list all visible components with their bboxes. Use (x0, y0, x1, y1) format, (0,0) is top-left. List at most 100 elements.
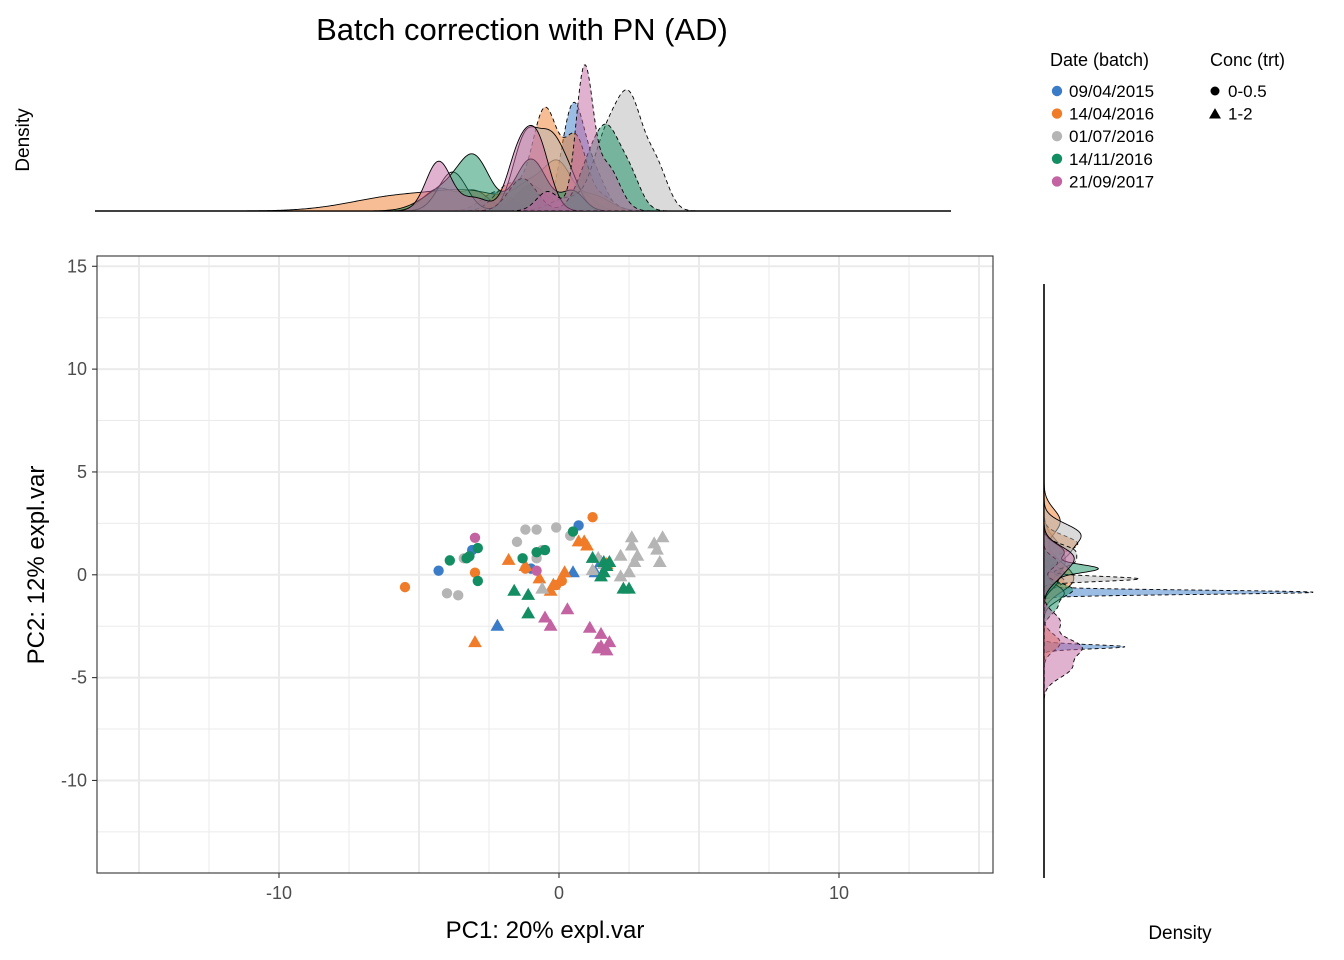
point-14-11-2016-triangle (521, 587, 536, 600)
point-21-09-2017-triangle (594, 626, 608, 639)
point-01-07-2016-circle (453, 590, 464, 601)
point-14-04-2016-circle (556, 575, 567, 587)
legend-label-14-11-2016: 14/11/2016 (1069, 150, 1153, 169)
point-09-04-2015-triangle (490, 618, 505, 631)
legend-trt-items: 0-0.5 1-2 (1209, 82, 1267, 124)
legend-triangle-icon (1209, 108, 1221, 119)
point-01-07-2016-triangle (655, 530, 670, 543)
y-tick-label: -5 (71, 668, 87, 688)
point-21-09-2017-triangle (602, 635, 617, 648)
point-14-11-2016-circle (461, 553, 472, 564)
points (399, 511, 670, 656)
point-21-09-2017-triangle (582, 620, 597, 633)
y-tick-label: 15 (67, 256, 87, 276)
x-tick-label: 0 (554, 883, 564, 903)
legend-label-21-09-2017: 21/09/2017 (1069, 172, 1154, 191)
legend-label-trt: 0-0.5 (1228, 82, 1267, 101)
legend-label-01-07-2016: 01/07/2016 (1069, 127, 1154, 146)
point-21-09-2017-triangle (560, 602, 575, 615)
legend-swatch-14-11-2016 (1051, 153, 1063, 164)
point-14-04-2016-triangle (580, 538, 594, 551)
point-01-07-2016-triangle (650, 542, 664, 555)
point-14-04-2016-circle (469, 567, 481, 578)
point-14-11-2016-triangle (596, 565, 611, 578)
legend-label-14-04-2016: 14/04/2016 (1069, 105, 1154, 124)
point-14-11-2016-circle (531, 546, 542, 558)
point-01-07-2016-triangle (624, 538, 639, 551)
right-density-panel (1043, 284, 1314, 878)
legend-label-trt: 1-2 (1228, 105, 1253, 124)
plot-border (96, 255, 994, 874)
point-01-07-2016-triangle (624, 530, 639, 543)
point-01-07-2016-circle (511, 536, 523, 548)
point-14-11-2016-circle (539, 544, 551, 556)
point-14-04-2016-triangle (557, 565, 572, 578)
point-14-04-2016-triangle (501, 552, 516, 565)
point-21-09-2017-triangle (599, 643, 614, 656)
point-14-04-2016-triangle (532, 571, 547, 584)
chart-title: Batch correction with PN (AD) (316, 12, 728, 47)
point-21-09-2017-circle (469, 532, 481, 543)
point-01-07-2016-triangle (613, 548, 628, 561)
point-14-04-2016-triangle (468, 635, 482, 648)
x-tick-label: 10 (829, 883, 849, 903)
point-21-09-2017-triangle (538, 610, 552, 623)
point-14-11-2016-circle (472, 575, 483, 587)
legend-swatch-21-09-2017 (1051, 176, 1063, 187)
point-01-07-2016-triangle (622, 565, 636, 578)
legend-label-09-04-2015: 09/04/2015 (1069, 82, 1154, 101)
point-01-07-2016-triangle (535, 581, 550, 594)
point-14-11-2016-circle (517, 553, 528, 564)
point-14-11-2016-triangle (585, 550, 600, 563)
point-01-07-2016-circle (441, 588, 453, 599)
point-14-04-2016-triangle (518, 559, 533, 572)
point-14-11-2016-triangle (507, 583, 522, 596)
grid (97, 256, 993, 873)
point-01-07-2016-triangle (627, 554, 642, 567)
top-density-21-09-2017-high (167, 64, 951, 212)
legend-batch-title: Date (batch) (1050, 50, 1149, 70)
point-14-11-2016-triangle (521, 606, 536, 619)
point-01-07-2016-triangle (630, 548, 645, 561)
right-density-label: Density (1148, 923, 1212, 944)
point-14-04-2016-circle (399, 581, 411, 593)
x-tick-label: -10 (266, 883, 292, 903)
y-tick-label: 5 (77, 462, 87, 482)
x-axis-title: PC1: 20% expl.var (446, 917, 645, 944)
legend-trt-title: Conc (trt) (1210, 50, 1285, 70)
point-14-11-2016-circle (472, 542, 483, 554)
top-density-panel (95, 64, 951, 212)
plot-background (97, 256, 993, 873)
point-14-11-2016-circle (567, 526, 579, 537)
top-density-label: Density (13, 108, 34, 172)
point-01-07-2016-triangle (585, 563, 600, 576)
legend-batch-items: 09/04/2015 14/04/2016 01/07/2016 14/11/2016… (1051, 82, 1154, 191)
legend-swatch-09-04-2015 (1051, 85, 1063, 97)
legend-swatch-01-07-2016 (1051, 131, 1063, 142)
point-14-04-2016-circle (587, 511, 598, 523)
right-density-21-09-2017-high (1043, 286, 1083, 863)
point-21-09-2017-triangle (543, 618, 558, 631)
point-09-04-2015-circle (433, 565, 444, 576)
point-01-07-2016-circle (531, 524, 542, 535)
point-01-07-2016-circle (520, 524, 531, 535)
right-density-09-04-2015-high (1043, 286, 1314, 863)
y-tick-label: 0 (77, 565, 87, 585)
point-14-11-2016-triangle (622, 581, 636, 594)
y-tick-label: 10 (67, 359, 87, 379)
point-14-11-2016-circle (444, 555, 455, 566)
point-21-09-2017-circle (531, 565, 542, 576)
point-01-07-2016-triangle (652, 554, 667, 567)
scatter-panel: -10 0 10 -10 -5 0 5 10 15 (61, 255, 994, 903)
axis-ticks: -10 0 10 -10 -5 0 5 10 15 (61, 256, 849, 903)
legend-circle-icon (1210, 86, 1220, 96)
legend: Date (batch) Conc (trt) 09/04/2015 14/04/… (1050, 50, 1285, 191)
point-14-11-2016-triangle (602, 554, 617, 567)
y-tick-label: -10 (61, 770, 87, 790)
y-axis-title: PC2: 12% expl.var (23, 466, 50, 665)
point-01-07-2016-triangle (613, 569, 628, 582)
legend-swatch-14-04-2016 (1051, 108, 1063, 119)
point-01-07-2016-circle (551, 522, 562, 533)
point-14-04-2016-triangle (546, 577, 561, 590)
